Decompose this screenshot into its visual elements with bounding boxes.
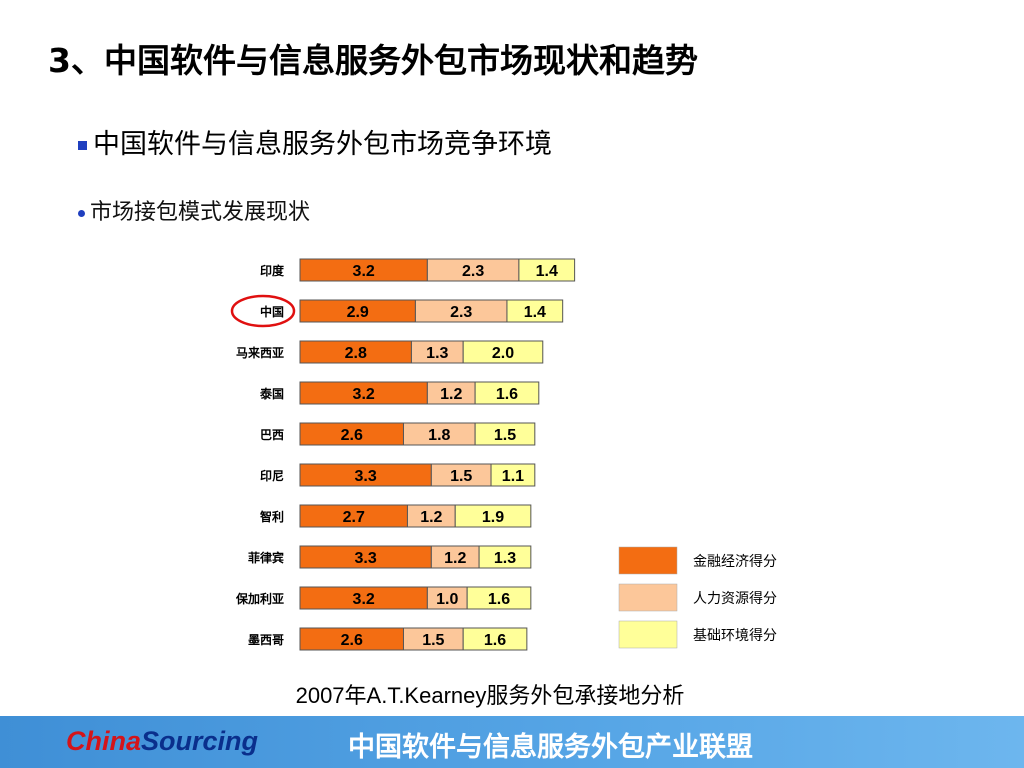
category-label: 印尼 (260, 469, 284, 483)
data-label: 1.5 (450, 468, 472, 485)
data-label: 1.2 (440, 386, 462, 403)
footer-bar: ChinaSourcing 中国软件与信息服务外包产业联盟 (0, 716, 1024, 768)
bullet-market-competition-text: 中国软件与信息服务外包市场竞争环境 (93, 129, 552, 160)
data-label: 3.2 (353, 263, 375, 280)
data-label: 3.2 (353, 386, 375, 403)
alliance-name: 中国软件与信息服务外包产业联盟 (348, 732, 753, 763)
data-label: 3.2 (353, 591, 375, 608)
bar-segment (506, 299, 564, 323)
bar-segment (478, 545, 532, 569)
data-label: 1.2 (420, 509, 442, 526)
legend-swatch (618, 620, 678, 649)
legend-label: 基础环境得分 (693, 627, 777, 644)
data-label: 2.3 (462, 263, 484, 280)
bar-segment (462, 627, 528, 651)
data-label: 1.6 (496, 386, 518, 403)
data-label: 1.2 (444, 550, 466, 567)
data-label: 1.6 (488, 591, 510, 608)
data-label: 3.3 (355, 550, 377, 567)
bullet-contract-model-text: 市场接包模式发展现状 (90, 200, 311, 225)
category-label: 巴西 (260, 428, 284, 442)
data-label: 3.3 (355, 468, 377, 485)
category-label: 马来西亚 (236, 345, 284, 360)
category-label: 智利 (259, 509, 284, 524)
data-label: 1.0 (436, 591, 458, 608)
bar-segment (474, 381, 540, 405)
legend-swatch (618, 546, 678, 575)
data-label: 1.8 (428, 427, 450, 444)
logo-sourcing-text: Sourcing (141, 726, 259, 756)
data-label: 2.6 (341, 427, 363, 444)
bar-segment (474, 422, 536, 446)
square-bullet-icon (78, 141, 87, 150)
slide-title: 3、中国软件与信息服务外包市场现状和趋势 (48, 41, 698, 80)
bullet-market-competition: 中国软件与信息服务外包市场竞争环境 (78, 122, 552, 161)
bar-segment (454, 504, 532, 528)
bar-segment (490, 463, 536, 487)
data-label: 2.8 (345, 345, 367, 362)
category-label: 泰国 (259, 386, 284, 401)
legend-label: 金融经济得分 (693, 553, 777, 570)
category-label: 菲律宾 (248, 550, 284, 565)
data-label: 2.6 (341, 632, 363, 649)
chinasourcing-logo: ChinaSourcing (66, 726, 258, 757)
logo-china-text: China (66, 726, 142, 756)
data-label: 1.6 (484, 632, 506, 649)
data-label: 2.3 (450, 304, 472, 321)
data-label: 1.5 (494, 427, 516, 444)
legend-label: 人力资源得分 (693, 590, 777, 607)
round-bullet-icon (78, 209, 85, 217)
legend-swatch (618, 583, 678, 612)
data-label: 1.3 (494, 550, 516, 567)
data-label: 1.1 (502, 468, 524, 485)
chart-caption: 2007年A.T.Kearney服务外包承接地分析 (295, 683, 685, 708)
data-label: 1.3 (426, 345, 448, 362)
stacked-bar-chart: 印度 3.2 2.3 1.4 中国 2.9 2.3 1.4 马来西亚 2.8 1.3 2.0 泰国 3.2… (230, 258, 777, 651)
category-label: 中国 (260, 304, 284, 319)
category-label: 印度 (260, 263, 285, 278)
data-label: 2.0 (492, 345, 514, 362)
bar-segment (466, 586, 532, 610)
data-label: 1.4 (536, 263, 558, 280)
data-label: 1.4 (524, 304, 546, 321)
bar-segment (518, 258, 576, 282)
data-label: 1.5 (422, 632, 444, 649)
highlight-circle (230, 294, 296, 328)
data-label: 1.9 (482, 509, 504, 526)
data-label: 2.7 (343, 509, 365, 526)
data-label: 2.9 (347, 304, 369, 321)
bar-segment (462, 340, 544, 364)
bullet-contract-model: 市场接包模式发展现状 (78, 194, 310, 226)
category-label: 墨西哥 (248, 633, 284, 647)
category-label: 保加利亚 (235, 591, 284, 606)
